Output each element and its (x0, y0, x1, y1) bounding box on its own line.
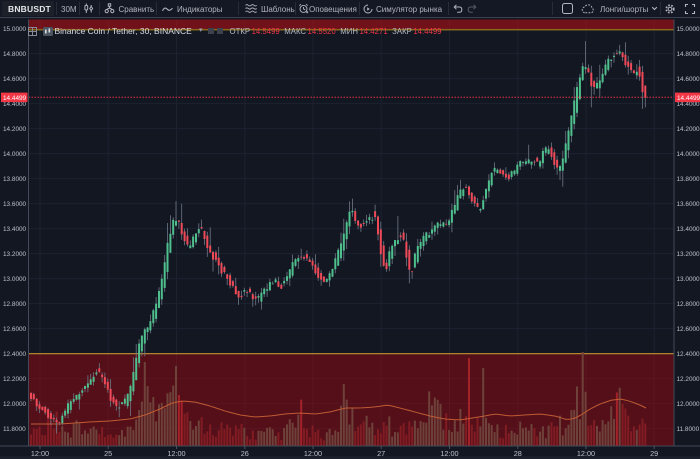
svg-text:12.4000: 12.4000 (677, 351, 700, 358)
svg-text:25: 25 (104, 449, 112, 458)
svg-text:12.6000: 12.6000 (677, 326, 700, 333)
svg-text:14.2000: 14.2000 (3, 126, 27, 133)
svg-text:13.4000: 13.4000 (677, 226, 700, 233)
svg-text:12:00: 12:00 (31, 449, 49, 458)
svg-text:11.8000: 11.8000 (677, 426, 700, 433)
svg-text:12.2000: 12.2000 (3, 376, 27, 383)
svg-text:12:00: 12:00 (304, 449, 322, 458)
svg-text:28: 28 (514, 449, 522, 458)
svg-text:14.2000: 14.2000 (677, 126, 700, 133)
svg-text:13.6000: 13.6000 (677, 201, 700, 208)
svg-text:14.8000: 14.8000 (3, 51, 27, 58)
svg-text:14.4499: 14.4499 (677, 95, 700, 102)
svg-text:14.4499: 14.4499 (3, 95, 27, 102)
svg-text:12.2000: 12.2000 (677, 376, 700, 383)
svg-text:13.8000: 13.8000 (677, 176, 700, 183)
svg-text:14.0000: 14.0000 (3, 151, 27, 158)
svg-text:15.0000: 15.0000 (3, 26, 27, 33)
svg-text:14.8000: 14.8000 (677, 51, 700, 58)
svg-text:13.0000: 13.0000 (677, 276, 700, 283)
svg-text:13.6000: 13.6000 (3, 201, 27, 208)
svg-text:14.6000: 14.6000 (3, 76, 27, 83)
svg-text:12.0000: 12.0000 (3, 401, 27, 408)
svg-text:13.8000: 13.8000 (3, 176, 27, 183)
svg-text:29: 29 (650, 449, 658, 458)
svg-text:14.4000: 14.4000 (3, 101, 27, 108)
svg-text:13.2000: 13.2000 (677, 251, 700, 258)
svg-text:12.4000: 12.4000 (3, 351, 27, 358)
svg-text:12.0000: 12.0000 (677, 401, 700, 408)
svg-text:12.6000: 12.6000 (3, 326, 27, 333)
svg-text:27: 27 (377, 449, 385, 458)
svg-text:12.8000: 12.8000 (677, 301, 700, 308)
svg-text:12.8000: 12.8000 (3, 301, 27, 308)
svg-text:12:00: 12:00 (577, 449, 595, 458)
svg-text:13.0000: 13.0000 (3, 276, 27, 283)
svg-text:13.2000: 13.2000 (3, 251, 27, 258)
svg-text:14.4000: 14.4000 (677, 101, 700, 108)
svg-text:26: 26 (241, 449, 249, 458)
svg-text:14.6000: 14.6000 (677, 76, 700, 83)
svg-text:15.0000: 15.0000 (677, 26, 700, 33)
svg-text:13.4000: 13.4000 (3, 226, 27, 233)
svg-text:12:00: 12:00 (440, 449, 458, 458)
svg-text:12:00: 12:00 (167, 449, 185, 458)
svg-text:11.8000: 11.8000 (3, 426, 26, 433)
svg-text:14.0000: 14.0000 (677, 151, 700, 158)
